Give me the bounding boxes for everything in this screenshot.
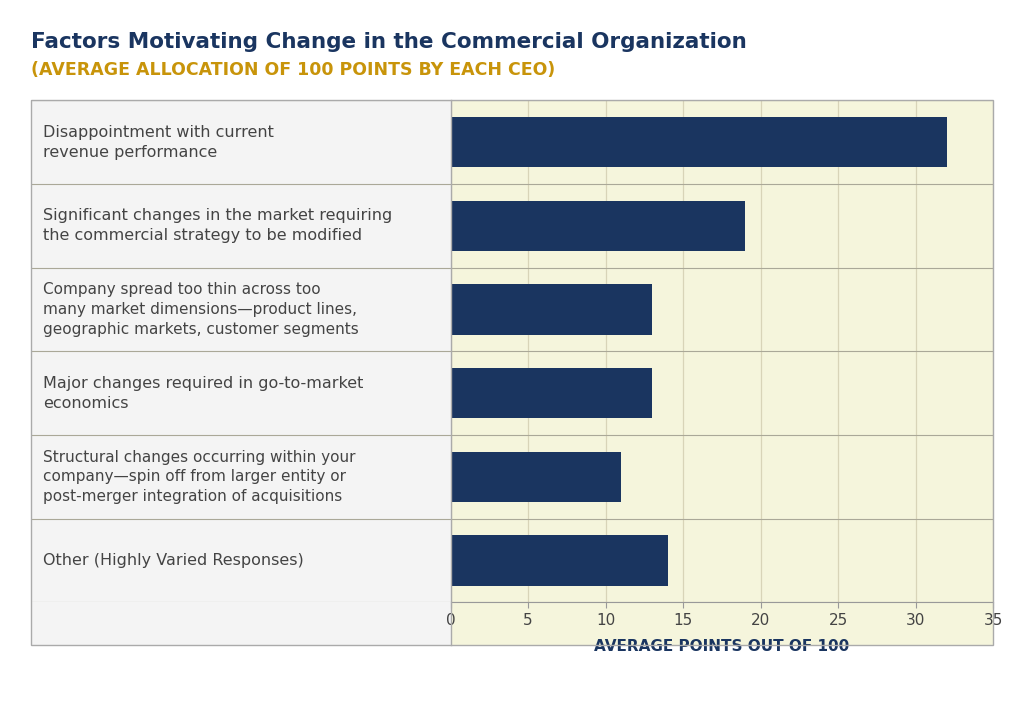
- Bar: [451, 368, 652, 418]
- Text: Factors Motivating Change in the Commercial Organization: Factors Motivating Change in the Commerc…: [31, 32, 746, 52]
- Text: Structural changes occurring within your
company—spin off from larger entity or
: Structural changes occurring within your…: [43, 450, 355, 504]
- Text: Major changes required in go-to-market
economics: Major changes required in go-to-market e…: [43, 376, 364, 411]
- X-axis label: AVERAGE POINTS OUT OF 100: AVERAGE POINTS OUT OF 100: [594, 639, 850, 654]
- Text: Company spread too thin across too
many market dimensions—product lines,
geograp: Company spread too thin across too many …: [43, 282, 359, 337]
- Bar: [451, 452, 622, 502]
- Bar: [451, 117, 947, 167]
- Bar: [451, 536, 668, 586]
- Text: Significant changes in the market requiring
the commercial strategy to be modifi: Significant changes in the market requir…: [43, 209, 392, 243]
- Bar: [451, 285, 652, 335]
- Text: Disappointment with current
revenue performance: Disappointment with current revenue perf…: [43, 125, 274, 160]
- Text: Other (Highly Varied Responses): Other (Highly Varied Responses): [43, 553, 304, 568]
- Text: (AVERAGE ALLOCATION OF 100 POINTS BY EACH CEO): (AVERAGE ALLOCATION OF 100 POINTS BY EAC…: [31, 61, 555, 79]
- Bar: [451, 201, 745, 251]
